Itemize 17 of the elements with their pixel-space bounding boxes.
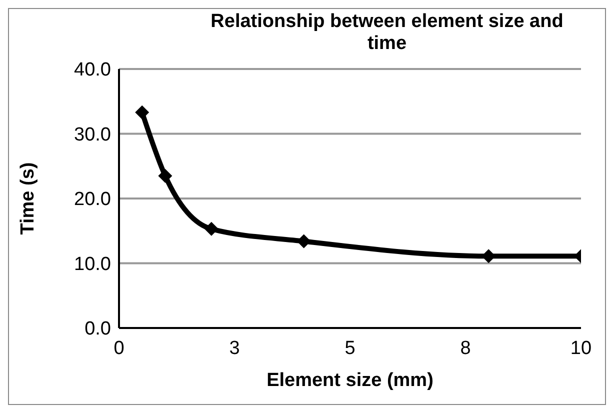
x-tick-label: 8 — [460, 338, 471, 359]
chart-title: Relationship between element size and time — [210, 10, 564, 55]
y-tick-label: 10.0 — [74, 254, 111, 275]
x-axis-title: Element size (mm) — [266, 370, 434, 391]
y-tick-label: 20.0 — [74, 189, 111, 210]
point — [158, 168, 172, 183]
point — [135, 105, 150, 120]
x-tick-label: 0 — [114, 338, 124, 359]
x-tick-label: 3 — [229, 338, 240, 359]
point — [296, 234, 311, 248]
y-tick-label: 30.0 — [74, 124, 111, 146]
y-tick-label: 40.0 — [74, 60, 111, 81]
y-tick-label: 0.0 — [84, 318, 111, 340]
x-tick-label: 5 — [344, 338, 356, 359]
point — [204, 222, 218, 236]
x-tick-label: 10 — [570, 338, 592, 359]
y-axis-title: Time (s) — [18, 162, 39, 235]
